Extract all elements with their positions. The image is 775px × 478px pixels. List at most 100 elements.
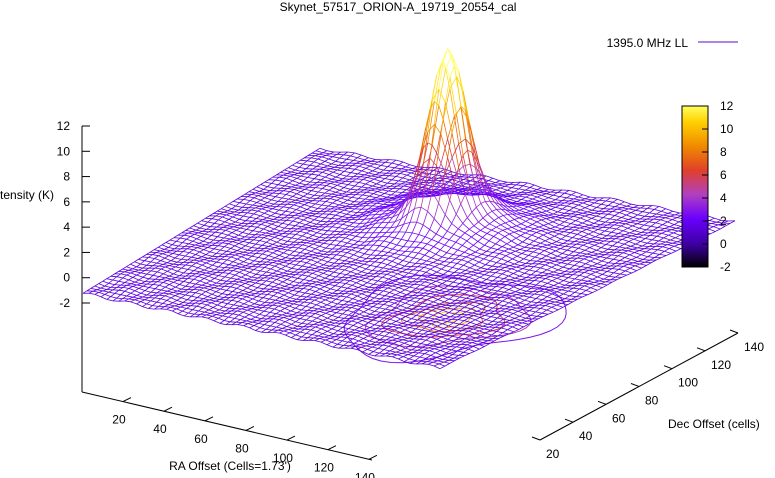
mesh-segment — [377, 175, 383, 178]
mesh-segment — [226, 248, 231, 252]
mesh-segment — [648, 221, 656, 224]
mesh-segment — [154, 267, 162, 270]
mesh-segment — [447, 294, 454, 297]
mesh-segment — [310, 239, 316, 242]
mesh-segment — [278, 226, 285, 229]
mesh-segment — [535, 298, 543, 300]
mesh-segment — [228, 219, 236, 223]
mesh-segment — [530, 210, 538, 214]
mesh-segment — [360, 161, 368, 163]
mesh-segment — [248, 300, 255, 305]
mesh-segment — [670, 239, 678, 243]
mesh-segment — [653, 218, 661, 221]
mesh-segment — [357, 157, 365, 161]
mesh-segment — [481, 322, 488, 325]
mesh-segment — [191, 265, 199, 269]
mesh-segment — [459, 283, 466, 286]
mesh-segment — [255, 316, 262, 320]
mesh-segment — [311, 190, 319, 193]
mesh-segment — [497, 304, 505, 307]
mesh-segment — [255, 207, 262, 210]
mesh-segment — [355, 247, 363, 249]
mesh-segment — [330, 181, 335, 184]
mesh-segment — [403, 356, 410, 360]
mesh-segment — [88, 292, 95, 295]
mesh-segment — [245, 263, 250, 267]
mesh-segment — [315, 184, 320, 188]
mesh-segment — [477, 310, 484, 314]
mesh-segment — [302, 244, 309, 247]
mesh-segment — [540, 267, 548, 271]
mesh-segment — [214, 275, 219, 279]
mesh-segment — [505, 209, 513, 215]
mesh-segment — [484, 328, 491, 331]
mesh-segment — [289, 233, 296, 235]
mesh-segment — [301, 323, 308, 325]
mesh-segment — [247, 258, 255, 262]
mesh-segment — [401, 282, 408, 285]
mesh-segment — [435, 171, 441, 176]
mesh-segment — [481, 295, 489, 298]
mesh-segment — [288, 164, 293, 168]
mesh-segment — [287, 173, 295, 176]
mesh-segment — [293, 303, 300, 306]
mesh-segment — [238, 243, 246, 247]
mesh-segment — [328, 284, 336, 287]
mesh-segment — [322, 185, 327, 189]
mesh-segment — [559, 259, 567, 261]
mesh-segment — [328, 158, 336, 162]
mesh-segment — [436, 233, 443, 238]
mesh-segment — [263, 297, 270, 300]
mesh-segment — [641, 254, 649, 258]
mesh-segment — [234, 234, 239, 238]
z-tick-label: 10 — [57, 144, 71, 158]
mesh-segment — [322, 152, 330, 155]
mesh-segment — [266, 215, 272, 219]
mesh-segment — [279, 176, 287, 179]
mesh-segment — [394, 347, 401, 351]
mesh-segment — [319, 208, 325, 212]
mesh-segment — [239, 251, 244, 254]
mesh-segment — [502, 332, 509, 335]
mesh-segment — [254, 195, 259, 199]
mesh-segment — [451, 277, 458, 280]
mesh-segment — [218, 272, 223, 276]
mesh-segment — [426, 312, 434, 316]
mesh-segment — [223, 234, 229, 239]
mesh-segment — [283, 330, 290, 334]
mesh-segment — [440, 333, 447, 336]
mesh-segment — [482, 271, 490, 273]
mesh-segment — [486, 337, 493, 339]
mesh-segment — [633, 217, 641, 220]
mesh-segment — [667, 244, 675, 247]
mesh-segment — [294, 167, 300, 171]
mesh-segment — [428, 170, 434, 175]
mesh-segment — [398, 196, 404, 201]
mesh-segment — [281, 301, 288, 304]
mesh-segment — [372, 208, 378, 213]
mesh-segment — [511, 309, 519, 312]
mesh-segment — [329, 221, 335, 225]
mesh-segment — [368, 187, 376, 190]
mesh-segment — [534, 216, 542, 221]
mesh-segment — [245, 220, 253, 222]
mesh-segment — [307, 215, 312, 218]
mesh-segment — [338, 236, 346, 239]
mesh-segment — [120, 282, 126, 286]
mesh-segment — [348, 301, 355, 304]
mesh-segment — [435, 352, 442, 356]
mesh-segment — [338, 259, 345, 262]
mesh-segment — [504, 185, 512, 189]
mesh-segment — [409, 177, 414, 181]
mesh-segment — [621, 263, 629, 265]
mesh-segment — [245, 274, 252, 278]
mesh-segment — [484, 288, 492, 291]
mesh-segment — [655, 222, 663, 225]
mesh-segment — [428, 188, 436, 191]
mesh-segment — [426, 285, 434, 289]
mesh-segment — [642, 259, 650, 261]
mesh-segment — [455, 213, 464, 224]
mesh-segment — [167, 278, 172, 281]
mesh-segment — [594, 244, 602, 248]
mesh-segment — [379, 352, 386, 354]
